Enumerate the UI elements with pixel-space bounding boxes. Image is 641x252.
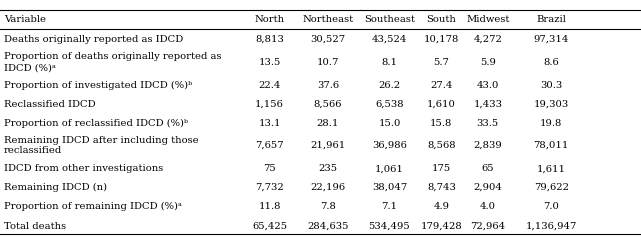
Text: 28.1: 28.1 bbox=[317, 119, 339, 128]
Text: 4.9: 4.9 bbox=[433, 202, 449, 211]
Text: 5.7: 5.7 bbox=[433, 58, 449, 67]
Text: Total deaths: Total deaths bbox=[4, 222, 66, 231]
Text: 36,986: 36,986 bbox=[372, 141, 407, 150]
Text: 30,527: 30,527 bbox=[310, 35, 345, 44]
Text: 5.9: 5.9 bbox=[480, 58, 495, 67]
Text: Reclassified IDCD: Reclassified IDCD bbox=[4, 100, 96, 109]
Text: 75: 75 bbox=[263, 164, 276, 173]
Text: Southeast: Southeast bbox=[364, 15, 415, 24]
Text: 21,961: 21,961 bbox=[310, 141, 345, 150]
Text: Brazil: Brazil bbox=[537, 15, 566, 24]
Text: 15.0: 15.0 bbox=[378, 119, 401, 128]
Text: 22,196: 22,196 bbox=[310, 183, 345, 192]
Text: Variable: Variable bbox=[4, 15, 46, 24]
Text: 8,743: 8,743 bbox=[427, 183, 456, 192]
Text: 8.6: 8.6 bbox=[544, 58, 559, 67]
Text: 7,657: 7,657 bbox=[255, 141, 284, 150]
Text: Northeast: Northeast bbox=[303, 15, 353, 24]
Text: 1,136,947: 1,136,947 bbox=[526, 222, 577, 231]
Text: Proportion of reclassified IDCD (%)ᵇ: Proportion of reclassified IDCD (%)ᵇ bbox=[4, 119, 188, 128]
Text: 10.7: 10.7 bbox=[317, 58, 339, 67]
Text: 11.8: 11.8 bbox=[258, 202, 281, 211]
Text: 534,495: 534,495 bbox=[369, 222, 410, 231]
Text: IDCD from other investigations: IDCD from other investigations bbox=[4, 164, 163, 173]
Text: Proportion of investigated IDCD (%)ᵇ: Proportion of investigated IDCD (%)ᵇ bbox=[4, 81, 192, 90]
Text: 13.5: 13.5 bbox=[258, 58, 281, 67]
Text: South: South bbox=[426, 15, 456, 24]
Text: Remaining IDCD after including those
reclassified: Remaining IDCD after including those rec… bbox=[4, 136, 199, 155]
Text: 26.2: 26.2 bbox=[378, 81, 401, 90]
Text: North: North bbox=[254, 15, 285, 24]
Text: 65,425: 65,425 bbox=[252, 222, 287, 231]
Text: 4,272: 4,272 bbox=[473, 35, 503, 44]
Text: 1,156: 1,156 bbox=[255, 100, 284, 109]
Text: 65: 65 bbox=[481, 164, 494, 173]
Text: Deaths originally reported as IDCD: Deaths originally reported as IDCD bbox=[4, 35, 183, 44]
Text: 6,538: 6,538 bbox=[375, 100, 404, 109]
Text: 79,622: 79,622 bbox=[534, 183, 569, 192]
Text: 22.4: 22.4 bbox=[258, 81, 281, 90]
Text: 284,635: 284,635 bbox=[307, 222, 349, 231]
Text: Midwest: Midwest bbox=[466, 15, 510, 24]
Text: 33.5: 33.5 bbox=[477, 119, 499, 128]
Text: Proportion of deaths originally reported as
IDCD (%)ᵃ: Proportion of deaths originally reported… bbox=[4, 52, 221, 72]
Text: 30.3: 30.3 bbox=[540, 81, 562, 90]
Text: 37.6: 37.6 bbox=[317, 81, 339, 90]
Text: 4.0: 4.0 bbox=[480, 202, 495, 211]
Text: 8,568: 8,568 bbox=[427, 141, 456, 150]
Text: 8,813: 8,813 bbox=[255, 35, 284, 44]
Text: 1,611: 1,611 bbox=[537, 164, 566, 173]
Text: 97,314: 97,314 bbox=[533, 35, 569, 44]
Text: 1,433: 1,433 bbox=[473, 100, 503, 109]
Text: 10,178: 10,178 bbox=[424, 35, 459, 44]
Text: Remaining IDCD (n): Remaining IDCD (n) bbox=[4, 183, 107, 192]
Text: 19,303: 19,303 bbox=[534, 100, 569, 109]
Text: 7.1: 7.1 bbox=[381, 202, 397, 211]
Text: 2,839: 2,839 bbox=[474, 141, 502, 150]
Text: 19.8: 19.8 bbox=[540, 119, 562, 128]
Text: 1,610: 1,610 bbox=[427, 100, 456, 109]
Text: 179,428: 179,428 bbox=[420, 222, 462, 231]
Text: 7.0: 7.0 bbox=[544, 202, 559, 211]
Text: 38,047: 38,047 bbox=[372, 183, 407, 192]
Text: 15.8: 15.8 bbox=[430, 119, 453, 128]
Text: 27.4: 27.4 bbox=[430, 81, 453, 90]
Text: 72,964: 72,964 bbox=[470, 222, 505, 231]
Text: 1,061: 1,061 bbox=[375, 164, 404, 173]
Text: 175: 175 bbox=[431, 164, 451, 173]
Text: 8.1: 8.1 bbox=[381, 58, 397, 67]
Text: 7,732: 7,732 bbox=[255, 183, 284, 192]
Text: 8,566: 8,566 bbox=[313, 100, 342, 109]
Text: Proportion of remaining IDCD (%)ᵃ: Proportion of remaining IDCD (%)ᵃ bbox=[4, 202, 181, 211]
Text: 43.0: 43.0 bbox=[477, 81, 499, 90]
Text: 13.1: 13.1 bbox=[258, 119, 281, 128]
Text: 43,524: 43,524 bbox=[372, 35, 407, 44]
Text: 235: 235 bbox=[319, 164, 337, 173]
Text: 7.8: 7.8 bbox=[320, 202, 336, 211]
Text: 78,011: 78,011 bbox=[533, 141, 569, 150]
Text: 2,904: 2,904 bbox=[473, 183, 503, 192]
